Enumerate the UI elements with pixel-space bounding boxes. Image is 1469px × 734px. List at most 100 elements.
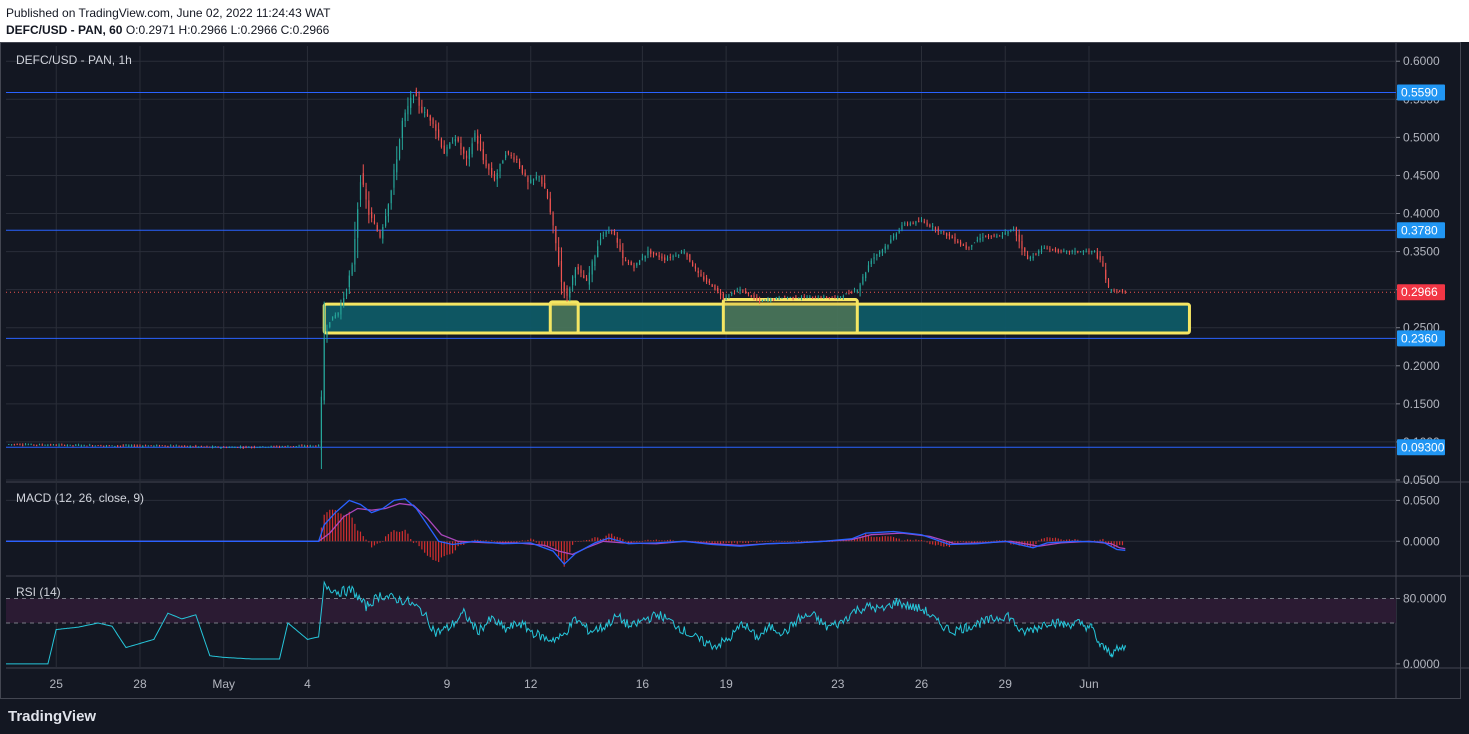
candle-body <box>499 163 501 172</box>
macd-hist-bar <box>438 541 440 563</box>
candle-body <box>1116 291 1118 293</box>
candle-body <box>647 250 649 256</box>
candle-body <box>798 297 800 299</box>
candle-body <box>292 446 295 447</box>
candle-body <box>186 445 189 447</box>
ohlc-low: L:0.2966 <box>230 23 278 37</box>
candle-body <box>61 444 63 446</box>
candle-body <box>161 445 163 447</box>
candle-body <box>507 151 510 154</box>
candle-body <box>747 292 750 295</box>
candle-body <box>806 297 808 299</box>
candle-body <box>996 235 998 237</box>
candle-body <box>382 226 384 239</box>
candle-body <box>532 178 535 181</box>
macd-hist-bar <box>516 541 518 543</box>
candle-body <box>393 169 395 188</box>
macd-hist-bar <box>789 541 791 542</box>
candle-body <box>954 236 956 242</box>
candle-body <box>619 244 621 250</box>
macd-hist-bar <box>957 541 959 544</box>
ohlc-close: C:0.2966 <box>280 23 330 37</box>
macd-hist-bar <box>636 541 638 543</box>
publish-header: Published on TradingView.com, June 02, 2… <box>0 0 1469 42</box>
candle-body <box>22 444 24 446</box>
macd-hist-bar <box>954 541 956 543</box>
macd-hist-bar <box>784 541 786 542</box>
macd-hist-bar <box>694 541 697 542</box>
footer-bar: TradingView <box>0 702 1469 734</box>
macd-hist-bar <box>775 540 777 542</box>
macd-hist-bar <box>912 540 914 542</box>
last-price-label: 0.2966 <box>1401 285 1438 299</box>
macd-hist-bar <box>806 540 808 542</box>
candle-body <box>33 444 35 446</box>
chart-canvas[interactable]: 2528May49121619232629Jun0.60000.55000.50… <box>0 42 1469 702</box>
candle-body <box>373 221 376 224</box>
candle-body <box>287 446 289 448</box>
macd-hist-bar <box>739 541 741 543</box>
macd-hist-bar <box>795 541 797 542</box>
candle-body <box>493 173 496 181</box>
macd-hist-bar <box>669 539 671 542</box>
y-tick-label: 0.3500 <box>1403 245 1440 259</box>
candle-body <box>58 444 60 446</box>
macd-hist-bar <box>510 541 512 544</box>
candle-body <box>611 229 613 231</box>
candle-body <box>463 147 465 154</box>
candle-body <box>477 135 479 144</box>
y-tick-label: 0.4000 <box>1403 207 1440 221</box>
macd-hist-bar <box>627 541 630 543</box>
candle-body <box>1040 248 1043 252</box>
candle-body <box>990 235 992 237</box>
candle-body <box>1093 251 1096 252</box>
macd-hist-bar <box>722 541 724 544</box>
macd-hist-bar <box>982 541 984 543</box>
tradingview-logo[interactable]: TradingView <box>8 708 96 725</box>
macd-hist-bar <box>920 539 923 542</box>
candle-body <box>1096 252 1098 259</box>
candle-body <box>708 280 710 283</box>
candle-body <box>686 253 688 257</box>
candle-body <box>1085 251 1087 253</box>
candle-body <box>1007 231 1009 235</box>
candle-body <box>50 444 52 446</box>
macd-hist-bar <box>652 540 655 542</box>
macd-hist-bar <box>580 540 582 542</box>
candle-body <box>225 447 228 449</box>
candle-body <box>652 251 655 255</box>
y-tick-label: 0.6000 <box>1403 54 1440 68</box>
candle-body <box>214 446 216 448</box>
candle-body <box>479 140 482 150</box>
macd-hist-bar <box>940 541 942 547</box>
candle-body <box>1049 248 1051 250</box>
candle-body <box>47 444 49 446</box>
candle-body <box>982 237 984 239</box>
candle-body <box>736 290 738 292</box>
macd-hist-bar <box>714 541 716 544</box>
macd-hist-bar <box>1105 541 1107 544</box>
candle-body <box>580 269 582 274</box>
candle-body <box>1082 251 1084 253</box>
macd-hist-bar <box>1077 539 1079 542</box>
candle-body <box>678 254 680 256</box>
macd-hist-bar <box>962 541 964 543</box>
symbol-line: DEFC/USD - PAN, 60 <box>6 23 123 37</box>
candle-body <box>544 182 546 189</box>
candle-body <box>175 445 177 447</box>
macd-hist-bar <box>407 533 409 542</box>
macd-hist-bar <box>1102 538 1104 542</box>
candle-body <box>985 236 987 238</box>
macd-hist-bar <box>853 538 856 542</box>
x-tick-label: 19 <box>719 677 733 691</box>
macd-hist-bar <box>393 530 395 542</box>
candle-body <box>666 258 669 261</box>
macd-hist-bar <box>973 541 976 544</box>
macd-hist-bar <box>979 541 981 543</box>
candle-body <box>753 295 755 298</box>
candle-body <box>253 446 256 448</box>
candle-body <box>820 297 822 298</box>
macd-hist-bar <box>672 540 674 542</box>
candle-body <box>664 257 666 261</box>
published-note: Published on TradingView.com, June 02, 2… <box>6 6 331 20</box>
